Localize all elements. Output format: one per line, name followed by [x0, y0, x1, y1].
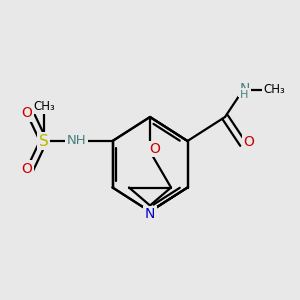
Text: O: O: [149, 142, 160, 156]
Text: CH₃: CH₃: [33, 100, 55, 113]
Text: O: O: [243, 136, 254, 149]
Text: O: O: [22, 106, 32, 120]
Text: S: S: [39, 134, 48, 148]
Text: O: O: [22, 162, 32, 176]
Text: N: N: [239, 82, 250, 96]
Text: NH: NH: [67, 134, 86, 147]
Text: H: H: [240, 89, 249, 100]
Text: N: N: [145, 207, 155, 221]
Text: CH₃: CH₃: [263, 82, 285, 96]
